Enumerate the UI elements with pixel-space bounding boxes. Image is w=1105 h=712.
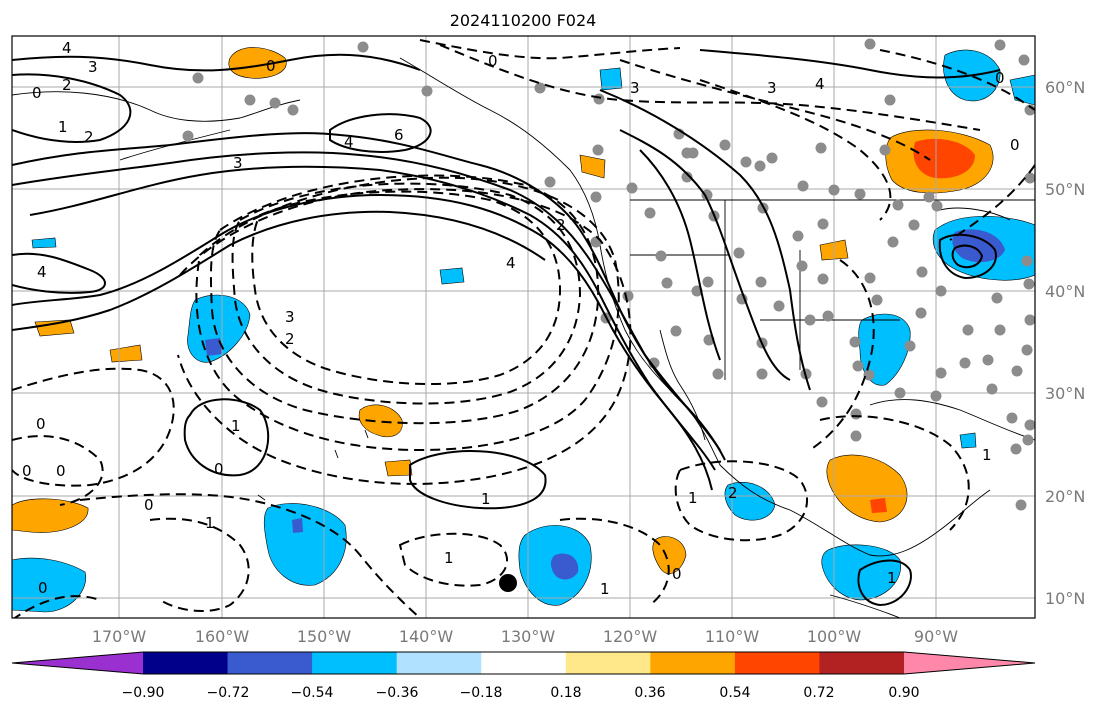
colorbar-tick-label: 0.18 xyxy=(550,685,581,701)
contour-label: 4 xyxy=(62,39,72,57)
colorbar-tick-label: 0.36 xyxy=(634,685,665,701)
contour-label: 3 xyxy=(630,79,640,97)
contours-solid xyxy=(12,49,1001,607)
colorbar-segment xyxy=(481,652,567,674)
contour-label: 3 xyxy=(88,58,98,76)
colorbar-segment xyxy=(312,652,398,674)
lon-label: 160°W xyxy=(195,627,250,646)
contour-label: 2 xyxy=(728,484,738,502)
colorbar-segment xyxy=(650,652,736,674)
colorbar-tick-label: 0.72 xyxy=(803,685,834,701)
colorbar-segment xyxy=(734,652,820,674)
colorbar-segment xyxy=(819,652,905,674)
lon-label: 140°W xyxy=(399,627,454,646)
colorbar-segment xyxy=(143,652,229,674)
contour-label: 2 xyxy=(84,128,94,146)
lon-label: 100°W xyxy=(807,627,862,646)
map-frame xyxy=(11,35,1036,619)
lat-label: 40°N xyxy=(1045,282,1085,301)
contour-labels: 4 3 0 2 1 0 6 4 3 0 3 4 3 4 4 3 2 1 0 0 … xyxy=(22,39,1020,598)
contour-label: 2 xyxy=(62,76,72,94)
contour-label: 4 xyxy=(344,133,354,151)
colorbar-tick-label: −0.72 xyxy=(207,685,250,701)
contour-label: 1 xyxy=(688,489,698,507)
contour-label: 1 xyxy=(887,569,897,587)
observation-dots xyxy=(182,38,1035,511)
contour-label: 1 xyxy=(444,549,454,567)
contour-label: 1 xyxy=(58,118,68,136)
lon-label: 120°W xyxy=(603,627,658,646)
contour-label: 1 xyxy=(231,417,241,435)
colorbar-tick-label: 0.90 xyxy=(888,685,919,701)
lon-label: 90°W xyxy=(914,627,958,646)
longitude-labels: 170°W 160°W 150°W 140°W 130°W 120°W 110°… xyxy=(92,627,958,646)
lat-label: 30°N xyxy=(1045,384,1085,403)
lon-label: 130°W xyxy=(501,627,556,646)
contour-label: 0 xyxy=(56,462,66,480)
contour-label: 0 xyxy=(36,415,46,433)
contours-dashed xyxy=(12,39,1035,618)
colorbar-segment xyxy=(396,652,482,674)
contour-label: 3 xyxy=(767,79,777,97)
contour-label: 0 xyxy=(38,579,48,597)
colorbar-tick-label: −0.18 xyxy=(460,685,503,701)
contour-label: 1 xyxy=(600,580,610,598)
contour-label: 3 xyxy=(233,154,243,172)
contour-label: 3 xyxy=(285,308,295,326)
lon-label: 150°W xyxy=(297,627,352,646)
colorbar-tick-label: −0.90 xyxy=(122,685,165,701)
map-area: 4 3 0 2 1 0 6 4 3 0 3 4 3 4 4 3 2 1 0 0 … xyxy=(12,36,1035,618)
colorbar-segment xyxy=(12,652,143,674)
contour-label: 0 xyxy=(266,57,276,75)
lon-label: 110°W xyxy=(705,627,760,646)
contour-label: 6 xyxy=(394,126,404,144)
colorbar-tick-label: 0.54 xyxy=(719,685,750,701)
contour-label: 4 xyxy=(506,254,516,272)
contour-label: 0 xyxy=(995,69,1005,87)
contour-label: 0 xyxy=(214,460,224,478)
contour-label: 4 xyxy=(815,75,825,93)
latitude-labels: 60°N 50°N 40°N 30°N 20°N 10°N xyxy=(1045,78,1085,608)
lat-label: 10°N xyxy=(1045,589,1085,608)
lat-label: 60°N xyxy=(1045,78,1085,97)
contour-label: 0 xyxy=(1010,136,1020,154)
storm-center-marker xyxy=(499,574,517,592)
contour-label: 1 xyxy=(481,490,491,508)
contour-label: 4 xyxy=(37,263,47,281)
colorbar-segment xyxy=(565,652,651,674)
map-title: 2024110200 F024 xyxy=(450,11,597,30)
colorbar-outline xyxy=(11,651,1036,675)
colorbar-segment xyxy=(904,652,1035,674)
contour-label: 2 xyxy=(285,330,295,348)
colorbar-tick-labels: −0.90 −0.72 −0.54 −0.36 −0.18 0.18 0.36 … xyxy=(122,685,920,701)
contour-label: 2 xyxy=(556,216,566,234)
colorbar xyxy=(11,651,1036,675)
contour-label: 1 xyxy=(982,446,992,464)
contour-label: 0 xyxy=(22,462,32,480)
shaded-regions xyxy=(12,47,1035,613)
colorbar-tick-label: −0.54 xyxy=(291,685,334,701)
lat-label: 20°N xyxy=(1045,487,1085,506)
colorbar-tick-label: −0.36 xyxy=(376,685,419,701)
contour-label: 0 xyxy=(144,496,154,514)
contour-label: 0 xyxy=(32,84,42,102)
contour-label: 1 xyxy=(205,514,215,532)
contour-label: 0 xyxy=(488,52,498,70)
colorbar-segment xyxy=(227,652,313,674)
contour-label: 0 xyxy=(672,565,682,583)
lat-label: 50°N xyxy=(1045,180,1085,199)
lon-label: 170°W xyxy=(92,627,147,646)
